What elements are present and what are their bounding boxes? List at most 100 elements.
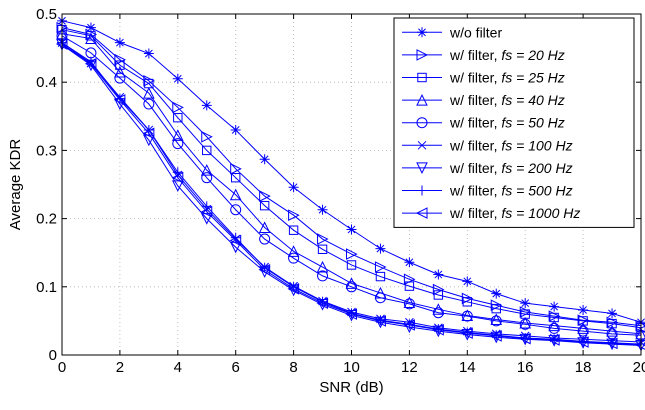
data-point bbox=[288, 252, 300, 264]
series-3 bbox=[57, 24, 645, 333]
legend-label: w/ filter, fs = 500 Hz bbox=[449, 183, 573, 199]
data-point bbox=[86, 31, 96, 41]
legend-marker bbox=[417, 140, 427, 150]
data-point bbox=[317, 233, 329, 245]
legend-label: w/ filter, fs = 200 Hz bbox=[449, 160, 573, 176]
y-tick-label: 0.1 bbox=[36, 279, 57, 296]
data-point bbox=[288, 182, 299, 193]
y-tick-label: 0.2 bbox=[36, 211, 57, 228]
data-point bbox=[490, 330, 502, 342]
data-point bbox=[491, 303, 501, 314]
legend-label-italic: fs = 100 Hz bbox=[501, 137, 572, 153]
legend-entry: w/o filter bbox=[402, 24, 502, 40]
data-point bbox=[578, 304, 589, 315]
data-point bbox=[548, 319, 560, 332]
legend-label-italic: fs = 200 Hz bbox=[501, 160, 572, 176]
legend-label-italic: fs = 40 Hz bbox=[501, 92, 564, 108]
data-point bbox=[231, 172, 241, 183]
data-point bbox=[374, 292, 386, 304]
data-point bbox=[288, 225, 299, 235]
x-tick-label: 20 bbox=[633, 359, 645, 376]
data-point bbox=[607, 308, 618, 319]
data-point bbox=[490, 299, 503, 312]
axis-ticks: 0 2 4 6 8 10 12 14 16 18 20 0 0.1 0.2 0.3 0.4 0.5 bbox=[36, 6, 645, 376]
data-point bbox=[576, 336, 589, 348]
data-point bbox=[346, 224, 357, 235]
legend-entry: w/ filter, fs = 50 Hz bbox=[402, 115, 565, 131]
data-point bbox=[143, 98, 155, 110]
legend-label: w/ filter, fs = 1000 Hz bbox=[449, 205, 580, 221]
series-line bbox=[61, 27, 642, 327]
data-point bbox=[491, 288, 502, 299]
data-point bbox=[113, 94, 126, 106]
legend-label-text: w/o filter bbox=[449, 24, 502, 40]
data-point bbox=[605, 337, 618, 350]
y-tick-label: 0 bbox=[49, 347, 57, 364]
data-point bbox=[404, 257, 415, 268]
series-line bbox=[61, 29, 642, 329]
data-point bbox=[432, 303, 445, 315]
y-tick-label: 0.3 bbox=[36, 142, 57, 159]
x-tick-label: 16 bbox=[517, 359, 534, 376]
legend-label-text: w/ filter, bbox=[449, 183, 501, 199]
data-point bbox=[577, 322, 589, 334]
data-point bbox=[200, 213, 213, 225]
legend-label-text: w/ filter, bbox=[449, 92, 501, 108]
data-point bbox=[345, 308, 357, 320]
data-point bbox=[346, 281, 357, 293]
legend-label-text: w/ filter, bbox=[449, 47, 501, 63]
data-point bbox=[143, 86, 155, 99]
x-tick-label: 2 bbox=[116, 359, 124, 376]
y-tick-label: 0.5 bbox=[36, 6, 57, 23]
data-point bbox=[258, 221, 271, 233]
series-2 bbox=[56, 21, 645, 332]
legend-label: w/o filter bbox=[449, 24, 502, 40]
legend-label-italic: fs = 20 Hz bbox=[501, 47, 564, 63]
data-point bbox=[143, 48, 154, 59]
data-point bbox=[490, 315, 502, 327]
legend-label-text: w/ filter, bbox=[449, 115, 501, 131]
data-point bbox=[578, 316, 588, 326]
series-line bbox=[61, 35, 642, 336]
legend-label: w/ filter, fs = 40 Hz bbox=[449, 92, 565, 108]
data-point bbox=[317, 244, 328, 254]
series-5 bbox=[56, 30, 645, 341]
legend-label-text: w/ filter, bbox=[449, 137, 501, 153]
data-point bbox=[548, 322, 560, 334]
legend-marker bbox=[415, 207, 428, 219]
legend-entry: w/ filter, fs = 200 Hz bbox=[402, 160, 573, 176]
legend-entry: w/ filter, fs = 40 Hz bbox=[402, 92, 565, 108]
data-point bbox=[461, 327, 473, 339]
data-point bbox=[259, 190, 271, 202]
y-axis-label: Average KDR bbox=[7, 139, 24, 231]
data-point bbox=[519, 332, 531, 345]
legend-label-italic: fs = 50 Hz bbox=[501, 115, 564, 131]
data-point bbox=[433, 269, 444, 280]
data-point bbox=[346, 260, 357, 270]
data-point bbox=[432, 323, 444, 336]
data-point bbox=[374, 261, 387, 273]
data-point bbox=[462, 297, 473, 307]
x-tick-label: 14 bbox=[459, 359, 476, 376]
data-point bbox=[433, 290, 444, 300]
legend-marker bbox=[416, 49, 429, 61]
legend-marker bbox=[416, 117, 428, 129]
legend-label-text: w/ filter, bbox=[449, 70, 501, 86]
legend-marker bbox=[417, 185, 427, 196]
data-point bbox=[462, 276, 473, 287]
data-point bbox=[258, 263, 271, 276]
data-point bbox=[202, 145, 212, 156]
legend-marker bbox=[416, 162, 428, 175]
series-line bbox=[61, 33, 642, 335]
data-point bbox=[173, 112, 183, 123]
data-point bbox=[606, 325, 618, 337]
data-point bbox=[85, 22, 96, 33]
data-point bbox=[607, 318, 617, 329]
data-point bbox=[288, 209, 300, 221]
data-point bbox=[259, 200, 270, 211]
data-point bbox=[403, 296, 416, 308]
data-point bbox=[200, 205, 213, 218]
data-point bbox=[84, 57, 97, 70]
